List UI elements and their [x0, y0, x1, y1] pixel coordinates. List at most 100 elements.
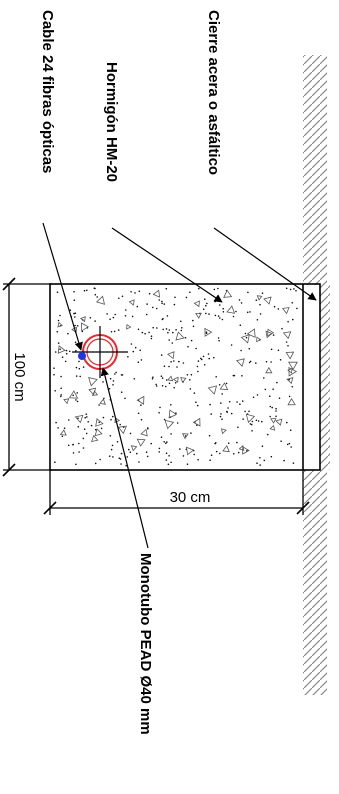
- concrete-aggregate: [68, 390, 79, 399]
- concrete-dot: [280, 440, 282, 443]
- concrete-dot: [72, 452, 75, 454]
- concrete-dot: [150, 335, 153, 338]
- concrete-dot: [270, 455, 273, 458]
- concrete-dot: [208, 357, 210, 360]
- concrete-dot: [255, 419, 258, 422]
- concrete-dot: [110, 331, 113, 333]
- concrete-dot: [287, 345, 289, 347]
- concrete-dot: [118, 457, 121, 460]
- concrete-dot: [168, 329, 171, 331]
- concrete-dot: [86, 289, 88, 292]
- concrete-dot: [255, 362, 257, 364]
- concrete-dot: [244, 410, 246, 413]
- concrete-dot: [179, 448, 181, 450]
- concrete-dot: [163, 303, 166, 305]
- concrete-dot: [76, 392, 78, 394]
- concrete-dot: [168, 455, 170, 457]
- concrete-dot: [261, 445, 264, 448]
- concrete-dot: [256, 462, 258, 465]
- concrete-dot: [197, 370, 199, 373]
- concrete-dot: [272, 388, 274, 391]
- concrete-dot: [222, 307, 224, 310]
- concrete-dot: [155, 385, 158, 387]
- concrete-dot: [110, 448, 113, 451]
- concrete-dot: [250, 423, 253, 426]
- concrete-dot: [74, 341, 77, 344]
- concrete-dot: [204, 298, 206, 301]
- concrete-dot: [181, 327, 183, 329]
- concrete-dot: [291, 386, 294, 388]
- concrete-dot: [113, 330, 116, 333]
- concrete-dot: [174, 382, 177, 384]
- concrete-dot: [180, 329, 183, 332]
- concrete-dot: [230, 412, 233, 415]
- concrete-dot: [187, 346, 189, 348]
- concrete-dot: [140, 359, 143, 361]
- concrete-aggregate: [136, 395, 145, 405]
- concrete-dot: [232, 315, 235, 318]
- concrete-dot: [275, 407, 277, 410]
- concrete-dot: [295, 290, 297, 292]
- concrete-dot: [208, 434, 211, 437]
- concrete-dot: [63, 427, 66, 430]
- concrete-dot: [83, 428, 86, 431]
- concrete-dot: [54, 461, 56, 464]
- concrete-dot: [185, 296, 188, 299]
- concrete-dot: [189, 379, 191, 381]
- concrete-aggregate: [245, 413, 256, 424]
- concrete-dot: [186, 463, 189, 466]
- concrete-dot: [198, 287, 200, 290]
- concrete-aggregate: [207, 385, 218, 395]
- concrete-dot: [75, 399, 77, 401]
- concrete-dot: [60, 387, 62, 390]
- concrete-dot: [127, 356, 129, 358]
- concrete-dot: [130, 343, 133, 345]
- concrete-dot: [175, 412, 177, 414]
- concrete-aggregate: [59, 429, 67, 436]
- concrete-dot: [137, 328, 140, 331]
- concrete-dot: [247, 291, 249, 294]
- concrete-dot: [263, 459, 266, 462]
- concrete-dot: [281, 327, 283, 330]
- concrete-dot: [203, 364, 206, 366]
- concrete-dot: [182, 362, 185, 364]
- concrete-dot: [195, 401, 197, 404]
- concrete-dot: [218, 384, 221, 386]
- concrete-dot: [238, 299, 241, 301]
- concrete-dot: [257, 420, 260, 422]
- concrete-dot: [67, 444, 70, 447]
- concrete-dot: [168, 382, 171, 385]
- concrete-aggregate: [235, 358, 245, 367]
- concrete-dot: [73, 290, 75, 293]
- concrete-dot: [84, 416, 86, 419]
- concrete-dot: [292, 462, 295, 464]
- concrete-aggregate: [63, 398, 70, 405]
- concrete-dot: [202, 355, 205, 358]
- concrete-dot: [165, 442, 167, 445]
- concrete-dot: [213, 288, 216, 291]
- concrete-dot: [77, 417, 79, 420]
- concrete-aggregate: [246, 328, 256, 338]
- concrete-dot: [276, 381, 278, 384]
- duct-label: Monotubo PEAD Ø40 mm: [137, 553, 154, 735]
- concrete-dot: [214, 314, 217, 317]
- concrete-dot: [73, 299, 76, 302]
- concrete-aggregate: [263, 296, 272, 305]
- concrete-dot: [65, 349, 68, 352]
- concrete-dot: [190, 373, 193, 376]
- concrete-dot: [86, 416, 88, 418]
- concrete-dot: [269, 405, 272, 408]
- concrete-dot: [270, 361, 272, 363]
- concrete-dot: [102, 381, 104, 383]
- concrete-dot: [193, 392, 196, 394]
- concrete-dot: [230, 344, 233, 346]
- concrete-dot: [225, 382, 228, 385]
- concrete-dot: [233, 374, 236, 377]
- concrete-dot: [116, 441, 119, 443]
- concrete-dot: [220, 413, 222, 415]
- concrete-dot: [161, 318, 164, 321]
- concrete-dot: [138, 461, 140, 463]
- concrete-dot: [138, 290, 141, 293]
- concrete-aggregate: [226, 305, 236, 314]
- concrete-dot: [57, 319, 60, 322]
